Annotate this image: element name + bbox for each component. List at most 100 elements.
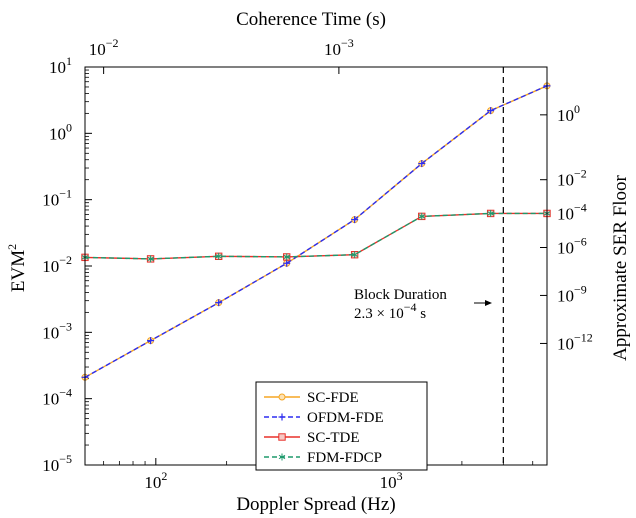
right-tick-label-1-exp: −2 [574,167,587,181]
annotation-arrow-head [485,300,492,306]
right-tick-label-5-base: 10 [557,334,574,353]
right-tick-label-5: 10−12 [557,330,593,353]
legend-marker-sc-fde [278,393,286,401]
right-tick-label-2: 10−4 [557,200,587,223]
point-fdm-fdcp-3 [283,253,290,261]
right-tick-label-0-base: 10 [557,106,574,125]
series-line-fdm-fdcp [84,212,547,260]
y-axis-title-base: EVM [8,250,29,292]
x-tick-label-0: 102 [144,469,167,492]
series-line-sc-tde [84,212,547,260]
point-fdm-fdcp-5 [418,212,426,220]
y-tick-label-1-base: 10 [42,390,59,409]
series-ofdm-fde [81,82,551,381]
y-tick-label-5-base: 10 [49,124,66,143]
right-tick-label-0-exp: 0 [574,102,580,116]
x-tick-label-1-exp: 3 [397,469,403,483]
y-tick-label-5: 100 [49,120,72,143]
right-tick-label-3-base: 10 [557,239,574,258]
y-tick-label-5-exp: 0 [66,120,72,134]
annotation-line1: Block Duration [354,287,447,303]
x-axis-title: Doppler Spread (Hz) [236,494,395,515]
x-tick-label-0-exp: 2 [161,469,167,483]
point-ofdm-fde-4 [351,216,359,224]
annotation-exp: −4 [404,300,417,314]
point-ofdm-fde-6 [487,107,495,115]
point-ofdm-fde-3 [283,259,291,267]
right-tick-label-1: 10−2 [557,167,587,190]
top-tick-label-1-exp: −3 [341,36,354,50]
legend-label-sc-tde: SC-TDE [307,430,360,446]
point-fdm-fdcp-2 [215,252,222,260]
series-fdm-fdcp [81,209,551,263]
series-layer [81,82,551,381]
y-tick-label-2-base: 10 [42,323,59,342]
point-ofdm-fde-2 [215,299,223,307]
y-tick-label-2-exp: −3 [59,319,72,333]
y-tick-label-6-exp: 1 [66,54,72,68]
annotation-base: 2.3 × 10 [354,306,404,322]
y-tick-label-6: 101 [49,54,72,77]
legend-item-fdm-fdcp: FDM-FDCP [264,450,382,466]
y-tick-label-2: 10−3 [42,319,72,342]
y-tick-label-4: 10−1 [42,187,72,210]
legend-item-sc-fde: SC-FDE [264,390,359,406]
legend-marker-sc-tde [278,433,286,441]
right-tick-label-3: 10−6 [557,235,587,258]
top-tick-label-1: 10−3 [324,36,354,59]
right-tick-label-0: 100 [557,102,580,125]
point-ofdm-fde-1 [147,337,155,345]
series-line-sc-fde [84,85,548,378]
series-sc-fde [81,82,551,381]
legend: SC-FDE OFDM-FDE SC-TDE FDM-FDCP [255,381,428,471]
y-tick-label-0-base: 10 [42,456,59,475]
point-fdm-fdcp-3-arm-2 [283,254,290,260]
y-tick-label-4-exp: −1 [59,187,72,201]
legend-label-ofdm-fde: OFDM-FDE [307,410,384,426]
point-fdm-fdcp-4 [351,251,358,259]
right-tick-label-1-base: 10 [557,171,574,190]
x-tick-label-0-base: 10 [144,473,161,492]
top-tick-label-0: 10−2 [89,36,119,59]
y-tick-label-3: 10−2 [42,253,72,276]
x-tick-label-1-base: 10 [380,473,397,492]
point-fdm-fdcp-6 [487,209,494,217]
point-fdm-fdcp-2-arm-2 [215,254,222,259]
y-axis-title-sup: 2 [5,244,19,250]
legend-label-fdm-fdcp: FDM-FDCP [307,450,382,466]
top-tick-label-1-base: 10 [324,40,341,59]
right-tick-label-3-exp: −6 [574,235,587,249]
legend-marker-ofdm-fde [278,413,286,421]
legend-marker-fdm-fdcp [278,453,286,461]
annotation-line2: 2.3 × 10−4 s [354,300,426,322]
point-fdm-fdcp-4-arm-2 [351,252,358,257]
y-tick-label-4-base: 10 [42,191,59,210]
y-tick-label-0-exp: −5 [59,452,72,466]
right-tick-label-2-base: 10 [557,204,574,223]
y-tick-label-6-base: 10 [49,58,66,77]
y-tick-label-0: 10−5 [42,452,72,475]
y-tick-label-3-exp: −2 [59,253,72,267]
y-tick-label-1: 10−4 [42,386,72,409]
y-tick-label-1-exp: −4 [59,386,72,400]
top-tick-label-0-exp: −2 [106,36,119,50]
legend-item-sc-tde: SC-TDE [264,430,360,446]
point-fdm-fdcp-1 [147,255,154,263]
series-sc-tde [81,209,551,263]
point-fdm-fdcp-1-arm-2 [147,256,154,262]
right-axis-title: Approximate SER Floor [610,174,631,360]
y-tick-label-3-base: 10 [42,257,59,276]
legend-label-sc-fde: SC-FDE [307,390,359,406]
right-tick-label-4: 10−9 [557,282,587,305]
right-tick-label-5-exp: −12 [574,330,593,344]
right-tick-label-4-exp: −9 [574,282,587,296]
top-axis-title: Coherence Time (s) [236,9,386,30]
top-tick-label-0-base: 10 [89,40,106,59]
right-tick-label-2-exp: −4 [574,200,587,214]
point-ofdm-fde-5 [418,160,426,168]
series-line-ofdm-fde [84,85,548,378]
point-fdm-fdcp-6-arm-2 [487,211,494,216]
legend-item-ofdm-fde: OFDM-FDE [264,410,384,426]
